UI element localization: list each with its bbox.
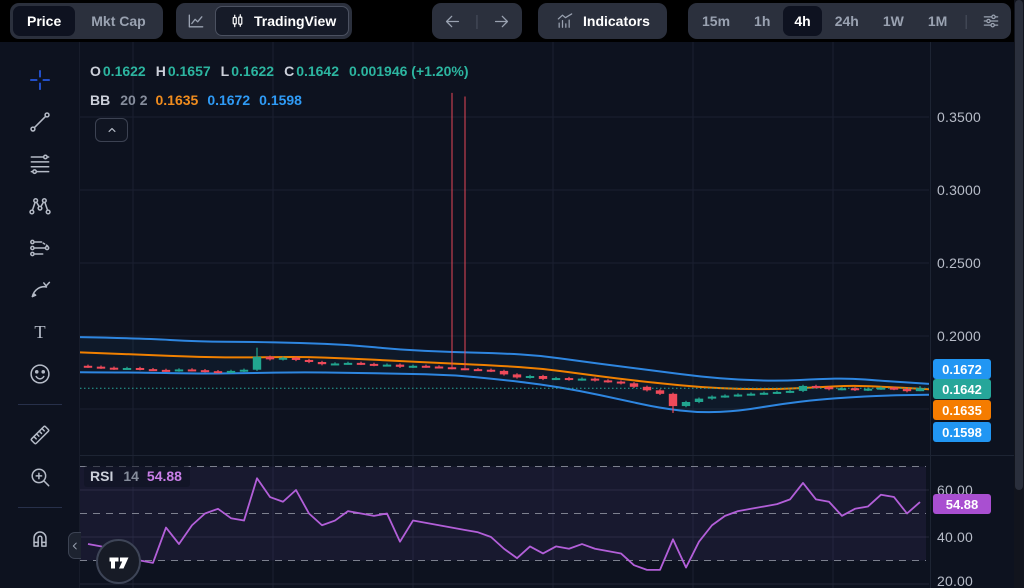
price-tick-0.2500: 0.2500	[937, 255, 982, 271]
candles-icon	[228, 12, 247, 31]
zoom-in-tool[interactable]	[21, 458, 59, 496]
horizontal-lines-tool[interactable]	[21, 145, 59, 183]
price-axis-border	[930, 42, 931, 588]
low-value: 0.1622	[231, 63, 275, 79]
page-scrollbar[interactable]	[1014, 0, 1024, 588]
chart-type-group: TradingView	[176, 3, 353, 39]
svg-text:T: T	[34, 322, 45, 342]
drawing-toolbar: T	[0, 42, 80, 588]
indicators-button[interactable]: Indicators	[541, 6, 664, 36]
trend-line-icon	[29, 112, 50, 132]
high-value: 0.1657	[167, 63, 211, 79]
price-tick-0.3000: 0.3000	[937, 182, 982, 198]
crosshair-icon	[29, 70, 50, 90]
tradingview-label: TradingView	[254, 13, 337, 29]
brush-tool[interactable]	[21, 271, 59, 309]
horizontal-lines-icon	[30, 154, 49, 175]
rsi-tick-20.00: 20.00	[937, 573, 974, 588]
forward-arrow-button[interactable]	[485, 6, 519, 36]
magnet-icon	[32, 531, 47, 547]
sidebar-divider	[17, 404, 62, 405]
emoji-icon	[29, 364, 50, 384]
indicators-group: Indicators	[538, 3, 667, 39]
high-label: H	[155, 63, 166, 79]
change-value: 0.001946 (+1.20%)	[349, 63, 469, 79]
magnet-tool[interactable]	[21, 519, 59, 557]
price-axis[interactable]: 0.3500 0.3000 0.2500 0.2000 0.1672 0.1642 0.16…	[931, 42, 1014, 588]
close-label: C	[284, 63, 295, 79]
chart-settings-sliders-icon[interactable]	[974, 6, 1008, 36]
legend-collapse-button[interactable]	[95, 118, 128, 142]
close-value: 0.1642	[296, 63, 340, 79]
low-label: L	[220, 63, 230, 79]
forecast-tool[interactable]	[21, 229, 59, 267]
timeframe-24h[interactable]: 24h	[824, 6, 870, 36]
scrollbar-thumb[interactable]	[1015, 0, 1023, 490]
rsi-badge: 54.88	[933, 494, 991, 514]
crosshair-tool[interactable]	[21, 61, 59, 99]
tab-mkt-cap[interactable]: Mkt Cap	[77, 6, 159, 36]
timeframe-divider: |	[964, 12, 969, 30]
timeframe-group: 15m 1h 4h 24h 1W 1M |	[688, 3, 1012, 39]
text-icon: T	[34, 322, 45, 342]
open-value: 0.1622	[102, 63, 146, 79]
price-tick-0.2000: 0.2000	[937, 328, 982, 344]
rsi-name: RSI	[90, 468, 114, 484]
rsi-tick-40.00: 40.00	[937, 529, 974, 545]
back-arrow-button[interactable]	[435, 6, 469, 36]
timeframe-1M[interactable]: 1M	[917, 6, 958, 36]
bb-lower-value: 0.1598	[259, 92, 302, 108]
tab-price[interactable]: Price	[13, 6, 76, 36]
price-tick-0.3500: 0.3500	[937, 109, 982, 125]
rsi-param: 14	[123, 468, 139, 484]
timeframe-1h[interactable]: 1h	[743, 6, 781, 36]
price-badge-0.1672: 0.1672	[933, 359, 991, 379]
bollinger-legend[interactable]: BB 20 2 0.1635 0.1672 0.1598	[90, 92, 311, 108]
timeframe-15m[interactable]: 15m	[691, 6, 741, 36]
rsi-value: 54.88	[146, 468, 182, 484]
price-badge-0.1635: 0.1635	[933, 400, 991, 420]
pane-divider[interactable]	[80, 455, 1014, 456]
text-tool[interactable]: T	[21, 313, 59, 351]
timeframe-4h[interactable]: 4h	[783, 6, 822, 36]
price-badge-0.1642: 0.1642	[933, 379, 991, 399]
ruler-tool[interactable]	[21, 416, 59, 454]
line-chart-icon[interactable]	[179, 6, 213, 36]
tradingview-logo[interactable]	[96, 539, 141, 584]
bb-basis-value: 0.1635	[155, 92, 199, 108]
tradingview-chart-button[interactable]: TradingView	[215, 6, 350, 36]
history-nav-group: |	[432, 3, 522, 39]
emoji-tool[interactable]	[21, 355, 59, 393]
tv-logo-icon	[109, 557, 128, 568]
timeframe-1W[interactable]: 1W	[872, 6, 915, 36]
pane-collapse-handle[interactable]	[68, 532, 81, 559]
forecast-icon	[29, 239, 49, 257]
bb-params: 20 2	[120, 92, 148, 108]
trend-line-tool[interactable]	[21, 103, 59, 141]
top-toolbar: Price Mkt Cap TradingView |	[0, 0, 1024, 42]
bb-name: BB	[90, 92, 111, 108]
ruler-icon	[30, 425, 49, 445]
xabcd-pattern-icon	[28, 197, 51, 215]
bb-upper-value: 0.1672	[207, 92, 251, 108]
indicators-icon	[555, 11, 575, 31]
ohlc-legend[interactable]: O 0.1622 H 0.1657 L 0.1622 C 0.1642 0.001946 (+1…	[90, 63, 479, 79]
sidebar-divider	[17, 507, 62, 508]
xabcd-pattern-tool[interactable]	[21, 187, 59, 225]
price-badge-0.1598: 0.1598	[933, 422, 991, 442]
rsi-legend[interactable]: RSI 14 54.88	[84, 466, 190, 487]
price-mktcap-toggle: Price Mkt Cap	[10, 3, 163, 39]
brush-icon	[31, 281, 50, 298]
zoom-in-icon	[30, 468, 49, 487]
nav-divider: |	[475, 12, 479, 30]
open-label: O	[90, 63, 101, 79]
